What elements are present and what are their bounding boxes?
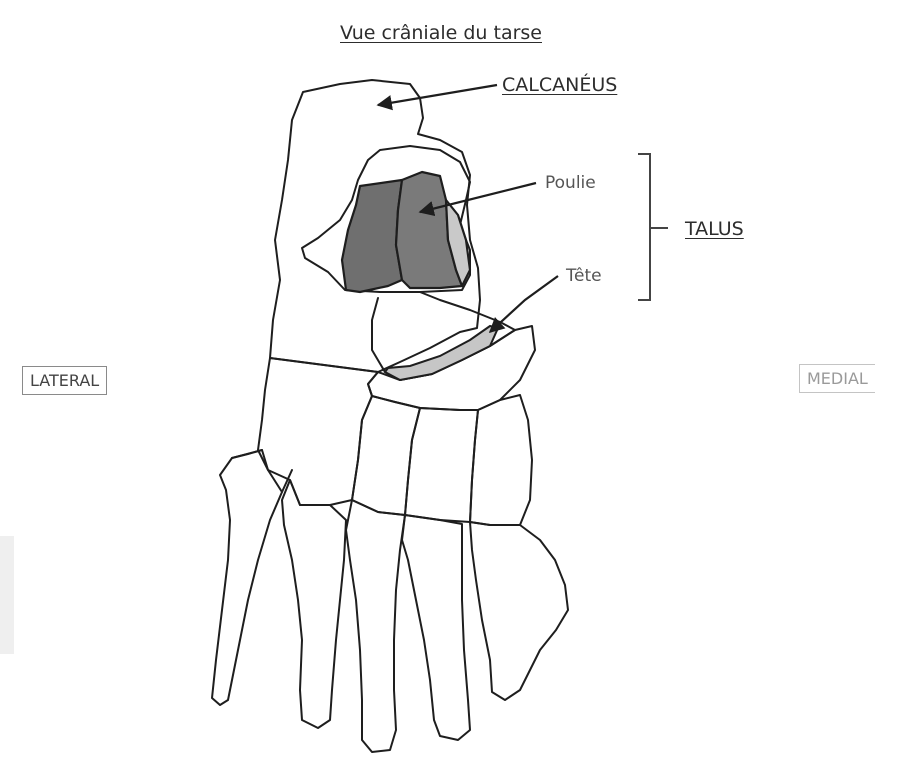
metatarsal-4 (281, 479, 347, 729)
talus-bone (301, 145, 471, 293)
metatarsal-2 (401, 514, 471, 741)
lateral-process (231, 449, 293, 493)
background-panel (0, 536, 14, 654)
calcaneus-label: CALCANÉUS (502, 74, 618, 96)
metatarsal-5 (211, 449, 283, 706)
tarsal-2 (404, 407, 479, 523)
tarsal-1 (469, 394, 533, 526)
poulie-arrow (418, 181, 537, 217)
talus-label: TALUS (685, 218, 744, 240)
calcaneus-bone (269, 79, 481, 373)
poulie-lateral-ridge (340, 178, 404, 294)
poulie-medial-face (444, 198, 472, 288)
diagram-title: Vue crâniale du tarse (340, 22, 542, 44)
metatarsal-1 (469, 521, 569, 701)
calcaneus-arrow (376, 83, 498, 111)
lateral-label: LATERAL (22, 366, 108, 395)
tete-label: Tête (566, 266, 602, 286)
poulie-label: Poulie (545, 173, 596, 193)
medial-label: MEDIAL (799, 364, 875, 393)
tete-articular-surface (383, 324, 500, 382)
metatarsal-3 (345, 499, 406, 753)
tete-arrow (488, 275, 559, 334)
talus-bracket (638, 153, 668, 301)
